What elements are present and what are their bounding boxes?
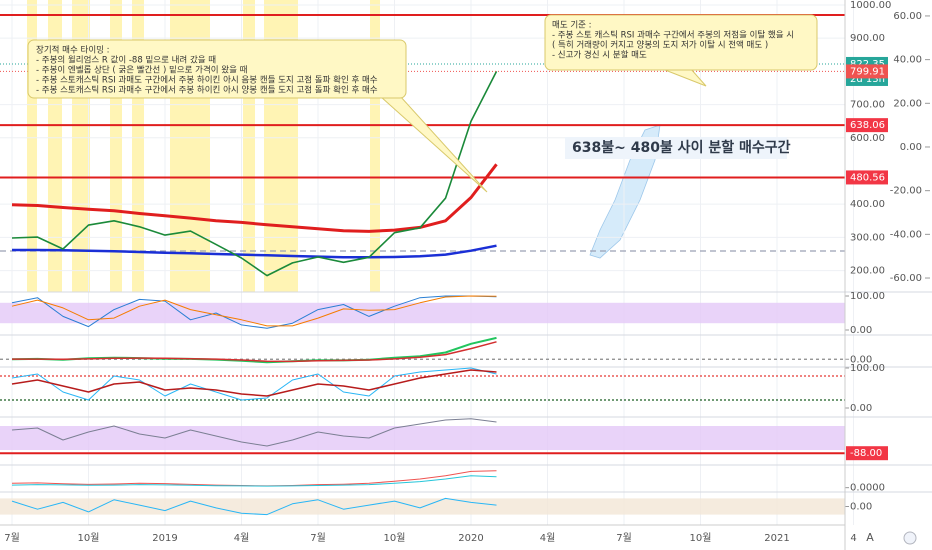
price-tag — [846, 64, 888, 79]
y-tick-label: 100.00 — [850, 291, 885, 302]
x-tick-label: 10월 — [690, 532, 712, 544]
note-box — [544, 14, 818, 71]
y-tick-label: 400.00 — [850, 199, 885, 210]
note-line: - 주봉이 엔벨롭 상단 ( 굵은 빨간선 ) 밑으로 가격이 왔을 때 — [36, 65, 248, 76]
highlight — [370, 0, 380, 292]
x-tick-label: 4월 — [234, 532, 250, 544]
y-tick-label: 100.00 — [850, 363, 885, 374]
y2-tick-label: 20.00 — [893, 98, 922, 109]
level-tag-label: 480.56 — [850, 172, 885, 183]
band — [0, 302, 845, 324]
note-line: 매도 기준 : — [552, 21, 592, 31]
y-tick-label: 300.00 — [850, 232, 885, 243]
zone-label-bg — [565, 137, 787, 159]
y-tick-label: 0.00 — [850, 502, 872, 513]
note-line: - 주봉의 윌리엄스 R 값이 -88 밑으로 내려 갔을 때 — [36, 55, 216, 66]
series-line — [11, 71, 498, 277]
x-tick-label: 4월 — [540, 532, 556, 544]
y2-tick-label: 0.00 — [900, 142, 922, 153]
series-line — [11, 369, 497, 397]
note-line: - 신고가 경신 시 분할 매도 — [552, 50, 647, 61]
y-tick-label: 700.00 — [850, 100, 885, 111]
x-tick-label: 4 — [850, 533, 856, 544]
band — [0, 426, 845, 450]
y2-tick-label: -60.00 — [890, 273, 922, 284]
x-tick-label: 2021 — [764, 533, 789, 544]
y2-tick-label: 40.00 — [893, 55, 922, 66]
sell-note: 매도 기준 : - 주봉 스토 캐스틱 RSI 과매수 구간에서 주봉의 저점을… — [544, 14, 818, 87]
note-line: - 주봉 스토캐스틱 RSI 과매수 구간에서 주봉 하이킨 아시 양봉 캔들 … — [36, 85, 378, 96]
x-tick-label: 10월 — [384, 532, 406, 544]
y-tick-label: 0.00 — [850, 403, 872, 414]
x-tick-label: 7월 — [310, 532, 326, 544]
note-box — [27, 39, 407, 99]
y2-tick-label: -40.00 — [890, 229, 922, 240]
series-line — [11, 295, 497, 329]
zone-label: 638불~ 480불 사이 분할 매수구간 — [572, 139, 791, 156]
level-tag-label: -88.00 — [850, 448, 882, 459]
note-line: ( 특히 거래량이 커지고 양봉의 도지 저가 이탈 시 전액 매도 ) — [552, 40, 768, 51]
level-tag — [846, 118, 888, 133]
highlight — [27, 0, 37, 292]
y-tick-label: 1000.00 — [850, 0, 891, 11]
series-line — [11, 367, 497, 401]
y-tick-label: 0.00 — [850, 354, 872, 365]
scale-button[interactable]: A — [866, 531, 874, 544]
y-tick-label: 900.00 — [850, 33, 885, 44]
level-tag — [846, 170, 888, 185]
x-tick-label: 7월 — [616, 532, 632, 544]
x-tick-label: 10월 — [78, 532, 100, 544]
y2-tick-label: -20.00 — [890, 186, 922, 197]
y2-tick-label: 60.00 — [893, 11, 922, 22]
y-tick-label: 0.0000 — [850, 483, 885, 494]
series-line — [11, 295, 497, 327]
y-tick-label: 0.00 — [850, 325, 872, 336]
price-tag-label: 799.91 — [850, 66, 885, 77]
buy-note: 장기적 매수 타이밍 : - 주봉의 윌리엄스 R 값이 -88 밑으로 내려 … — [27, 39, 488, 193]
series-line — [11, 418, 497, 447]
note-line: - 주봉 스토 캐스틱 RSI 과매수 구간에서 주봉의 저점을 이탈 했을 시 — [552, 30, 794, 41]
note-line: 장기적 매수 타이밍 : — [36, 45, 110, 56]
y-tick-label: 200.00 — [850, 266, 885, 277]
level-tag — [846, 446, 888, 461]
x-tick-label: 2020 — [458, 533, 483, 544]
x-tick-label: 2019 — [152, 533, 177, 544]
series-line — [11, 497, 497, 516]
settings-button[interactable] — [903, 531, 917, 545]
series-line — [12, 341, 497, 363]
countdown-label: 2d 13h — [850, 74, 885, 85]
x-tick-label: 7월 — [4, 532, 20, 544]
series-line — [11, 475, 497, 487]
series-line — [12, 244, 497, 259]
note-line: - 주봉 스토캐스틱 RSI 과매도 구간에서 주봉 하이킨 아시 음봉 캔들 … — [36, 75, 378, 86]
level-tag-label: 638.06 — [850, 120, 885, 131]
y-tick-label: 600.00 — [850, 133, 885, 144]
